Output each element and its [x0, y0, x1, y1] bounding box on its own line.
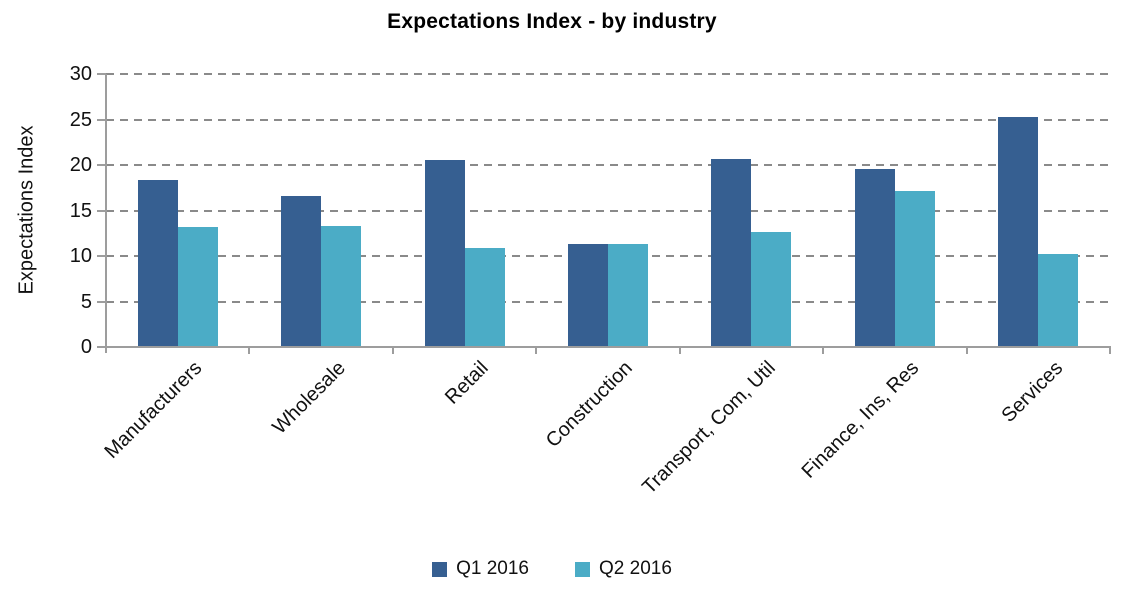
bar-q2-2016-construction [608, 244, 648, 347]
x-category-label-wholesale: Wholesale [268, 357, 350, 439]
y-tick-mark-20 [97, 164, 106, 166]
bar-q1-2016-finance-ins-res [854, 168, 895, 347]
bar-q2-2016-wholesale [321, 225, 362, 347]
y-tick-label-20: 20 [69, 154, 92, 176]
bar-q2-2016-transport-com-util [751, 232, 792, 347]
x-tick-mark-4 [678, 348, 681, 354]
x-axis-line [97, 346, 1111, 348]
x-category-label-manufacturers: Manufacturers [100, 357, 207, 463]
x-tick-mark-2 [391, 348, 394, 354]
legend-label-q2-2016: Q2 2016 [599, 558, 672, 579]
y-tick-label-30: 30 [69, 63, 92, 85]
legend: Q1 2016 Q2 2016 [0, 558, 1104, 580]
y-tick-label-15: 15 [69, 199, 92, 222]
bar-q2-2016-finance-ins-res [894, 191, 935, 347]
gridline-30 [106, 73, 1110, 75]
legend-item-q2-2016: Q2 2016 [575, 558, 672, 580]
x-category-label-retail: Retail [441, 357, 494, 409]
y-tick-label-25: 25 [69, 108, 92, 131]
y-tick-mark-25 [97, 118, 106, 121]
bar-q1-2016-manufacturers [137, 179, 178, 347]
y-tick-mark-10 [97, 255, 106, 257]
bar-q2-2016-services [1038, 254, 1079, 347]
legend-swatch-q2-2016 [575, 561, 590, 577]
chart-title: Expectations Index - by industry [387, 10, 717, 33]
x-tick-mark-3 [535, 348, 538, 354]
y-tick-label-5: 5 [80, 290, 92, 313]
bar-q1-2016-retail [424, 159, 465, 347]
gridline-20 [106, 164, 1110, 166]
x-category-label-finance-ins-res: Finance, Ins, Res [797, 357, 924, 483]
gridline-15 [106, 209, 1110, 212]
legend-swatch-q1-2016 [432, 561, 448, 577]
bar-q2-2016-manufacturers [177, 226, 218, 347]
y-tick-mark-5 [97, 300, 106, 303]
bar-q1-2016-construction [568, 244, 608, 347]
bar-q1-2016-wholesale [281, 195, 322, 347]
x-tick-mark-5 [822, 348, 825, 354]
x-tick-mark-6 [965, 348, 968, 354]
plot-area [106, 73, 1110, 347]
x-category-label-services: Services [997, 357, 1067, 427]
x-tick-mark-1 [248, 348, 251, 354]
y-tick-label-10: 10 [69, 245, 92, 267]
y-tick-mark-30 [97, 73, 106, 75]
bar-q1-2016-transport-com-util [711, 158, 752, 347]
x-category-label-construction: Construction [541, 357, 637, 452]
y-tick-mark-15 [97, 209, 106, 212]
y-tick-label-0: 0 [80, 336, 92, 358]
x-category-label-transport-com-util: Transport, Com, Util [638, 357, 780, 499]
legend-label-q1-2016: Q1 2016 [456, 558, 529, 579]
bar-q2-2016-retail [464, 247, 505, 347]
y-axis-line [105, 74, 107, 353]
legend-item-q1-2016: Q1 2016 [432, 558, 529, 580]
bar-q1-2016-services [998, 116, 1039, 347]
gridline-25 [106, 118, 1110, 121]
x-tick-mark-7 [1109, 348, 1111, 354]
